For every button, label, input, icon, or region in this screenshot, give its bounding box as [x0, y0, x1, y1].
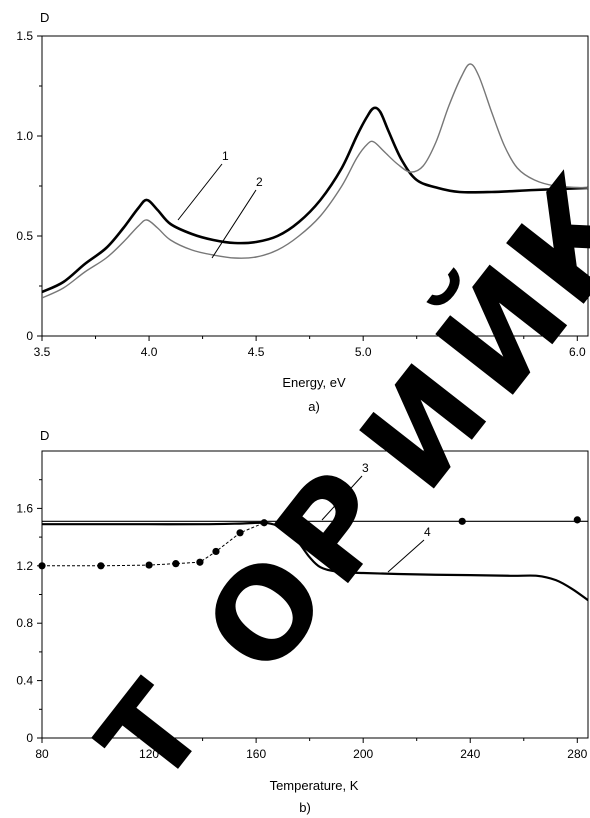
x-axis-ticks-b: 80 120 160 200 240 280	[35, 738, 588, 761]
data-point	[145, 561, 153, 569]
y-tick-label: 0.4	[16, 674, 33, 688]
y-tick-label: 1.6	[16, 501, 33, 515]
y-tick-label: 0	[26, 329, 33, 343]
series-line-dots-connector	[42, 522, 265, 567]
y-axis-ticks-a: 0 0.5 1.0 1.5	[16, 29, 42, 343]
x-tick-label: 3.5	[34, 345, 51, 359]
data-point	[346, 510, 354, 518]
x-tick-label: 200	[353, 747, 373, 761]
annotation-label: 4	[424, 525, 431, 539]
x-tick-label: 160	[246, 747, 266, 761]
panel-label-b: b)	[299, 800, 311, 815]
y-tick-label: 0	[26, 731, 33, 745]
y-tick-label: 0.8	[16, 616, 33, 630]
series-line-4	[42, 521, 588, 602]
data-point	[97, 562, 105, 570]
x-axis-label-b: Temperature, K	[270, 778, 359, 793]
series-line-1	[42, 106, 588, 294]
series-group-a	[42, 63, 588, 299]
data-point	[458, 517, 466, 525]
data-point	[196, 558, 204, 566]
x-axis-label-a: Energy, eV	[282, 375, 346, 390]
x-tick-label: 240	[460, 747, 480, 761]
data-point	[172, 560, 180, 568]
y-axis-label-a: D	[40, 10, 49, 25]
data-point	[260, 519, 268, 527]
x-tick-label: 80	[35, 747, 49, 761]
x-tick-label: 5.0	[355, 345, 372, 359]
annotation-leader	[387, 539, 425, 573]
data-point	[212, 547, 220, 556]
data-point	[573, 516, 581, 524]
watermark-letter: Т	[73, 660, 233, 810]
chart-a: 0 0.5 1.0 1.5 3.5 4.0 4.5 5.0 5.5 6.0 D Energy, …	[16, 10, 589, 414]
y-axis-label-b: D	[40, 428, 49, 443]
x-tick-label: 120	[139, 747, 159, 761]
x-axis-ticks-a: 3.5 4.0 4.5 5.0 5.5 6.0	[34, 336, 586, 359]
y-tick-label: 1.0	[16, 129, 33, 143]
panel-label-a: a)	[308, 399, 320, 414]
annotation-leader	[321, 475, 363, 521]
x-tick-label: 6.0	[569, 345, 586, 359]
data-point	[236, 529, 244, 537]
annotation-leader	[177, 163, 223, 221]
y-tick-label: 1.2	[16, 559, 33, 573]
x-tick-label: 4.5	[248, 345, 265, 359]
annotations-b: 34	[321, 461, 431, 573]
x-tick-label: 5.5	[462, 345, 479, 359]
y-axis-ticks-b: 0 0.4 0.8 1.2 1.6	[16, 479, 42, 745]
annotation-label: 2	[256, 175, 263, 189]
y-tick-label: 1.5	[16, 29, 33, 43]
chart-b: 0 0.4 0.8 1.2 1.6 80 120 160 200 240 280 D Temper…	[16, 428, 589, 815]
annotation-label: 1	[222, 149, 229, 163]
annotations-a: 12	[177, 149, 263, 259]
annotation-leader	[211, 189, 257, 259]
data-point	[38, 562, 46, 570]
x-tick-label: 4.0	[141, 345, 158, 359]
series-line-2	[42, 63, 588, 299]
annotation-label: 3	[362, 461, 369, 475]
y-tick-label: 0.5	[16, 229, 33, 243]
x-tick-label: 280	[567, 747, 587, 761]
series-group-b	[38, 510, 588, 602]
